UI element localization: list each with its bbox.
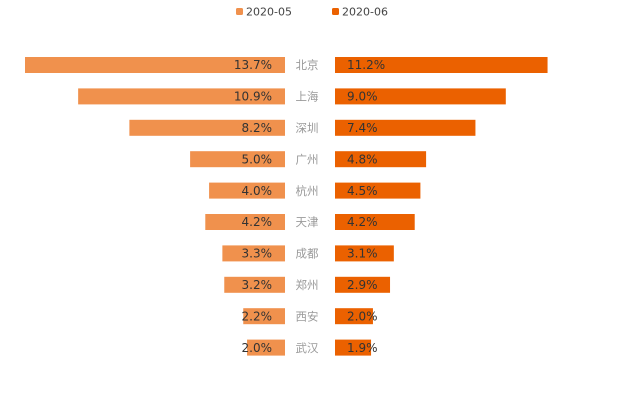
value-label-2020-06: 1.9%: [347, 341, 378, 355]
value-label-2020-06: 4.5%: [347, 184, 378, 198]
bar-2020-05-广州: [190, 151, 285, 168]
bar-2020-06-郑州: [335, 276, 391, 293]
category-label: 上海: [296, 90, 319, 104]
bar-2020-06-成都: [335, 245, 394, 262]
value-label-2020-05: 2.0%: [242, 341, 273, 355]
category-label: 西安: [296, 309, 319, 323]
bar-2020-05-西安: [243, 308, 285, 325]
value-label-2020-06: 2.9%: [347, 278, 378, 292]
value-label-2020-05: 13.7%: [234, 58, 272, 72]
value-label-2020-06: 3.1%: [347, 247, 378, 261]
legend-label: 2020-06: [342, 6, 388, 19]
category-label: 郑州: [296, 278, 319, 292]
category-label: 深圳: [296, 121, 319, 135]
value-label-2020-05: 8.2%: [242, 121, 273, 135]
bar-2020-06-北京: [335, 57, 548, 73]
legend-label: 2020-05: [246, 6, 292, 19]
category-label: 武汉: [296, 341, 319, 355]
bar-2020-06-上海: [335, 88, 506, 105]
bar-2020-05-杭州: [209, 182, 285, 199]
legend-item-2020-06[interactable]: 2020-06: [332, 6, 388, 19]
value-label-2020-05: 3.3%: [242, 247, 273, 261]
category-label: 广州: [296, 152, 319, 166]
series-2020-06-bars: [335, 57, 548, 356]
value-label-2020-06: 7.4%: [347, 121, 378, 135]
value-label-2020-05: 10.9%: [234, 90, 272, 104]
legend[interactable]: 2020-05 2020-06: [236, 6, 388, 19]
bar-2020-06-天津: [335, 214, 415, 230]
bar-2020-05-武汉: [247, 339, 285, 356]
value-label-2020-05: 4.2%: [242, 215, 273, 229]
value-label-2020-05: 5.0%: [242, 152, 273, 166]
category-label: 成都: [296, 247, 319, 261]
bar-2020-06-广州: [335, 151, 427, 168]
value-label-2020-05: 4.0%: [242, 184, 273, 198]
bar-2020-05-深圳: [129, 119, 285, 136]
category-label: 天津: [296, 215, 319, 229]
bar-2020-05-天津: [205, 214, 285, 230]
value-label-2020-05: 3.2%: [242, 278, 273, 292]
value-label-2020-06: 4.2%: [347, 215, 378, 229]
category-label: 杭州: [296, 184, 319, 198]
value-label-2020-06: 11.2%: [347, 58, 385, 72]
bar-2020-05-成都: [222, 245, 285, 262]
bar-2020-05-上海: [78, 88, 285, 105]
bar-2020-06-深圳: [335, 119, 476, 136]
bar-2020-06-杭州: [335, 182, 421, 199]
value-label-2020-06: 9.0%: [347, 90, 378, 104]
value-label-2020-05: 2.2%: [242, 309, 273, 323]
bar-2020-05-北京: [25, 57, 285, 73]
category-label: 北京: [296, 58, 319, 72]
legend-swatch: [332, 8, 339, 15]
value-label-2020-06: 4.8%: [347, 152, 378, 166]
value-labels: 13.7% 11.2% 10.9% 9.0% 8.2% 7.4% 5.0% 4.8% 4.0% 4…: [234, 58, 385, 355]
bar-2020-06-西安: [335, 308, 373, 325]
value-label-2020-06: 2.0%: [347, 309, 378, 323]
legend-item-2020-05[interactable]: 2020-05: [236, 6, 292, 19]
bar-2020-06-武汉: [335, 339, 372, 356]
series-2020-05-bars: [25, 57, 285, 356]
legend-swatch: [236, 8, 243, 15]
bar-2020-05-郑州: [224, 276, 285, 293]
